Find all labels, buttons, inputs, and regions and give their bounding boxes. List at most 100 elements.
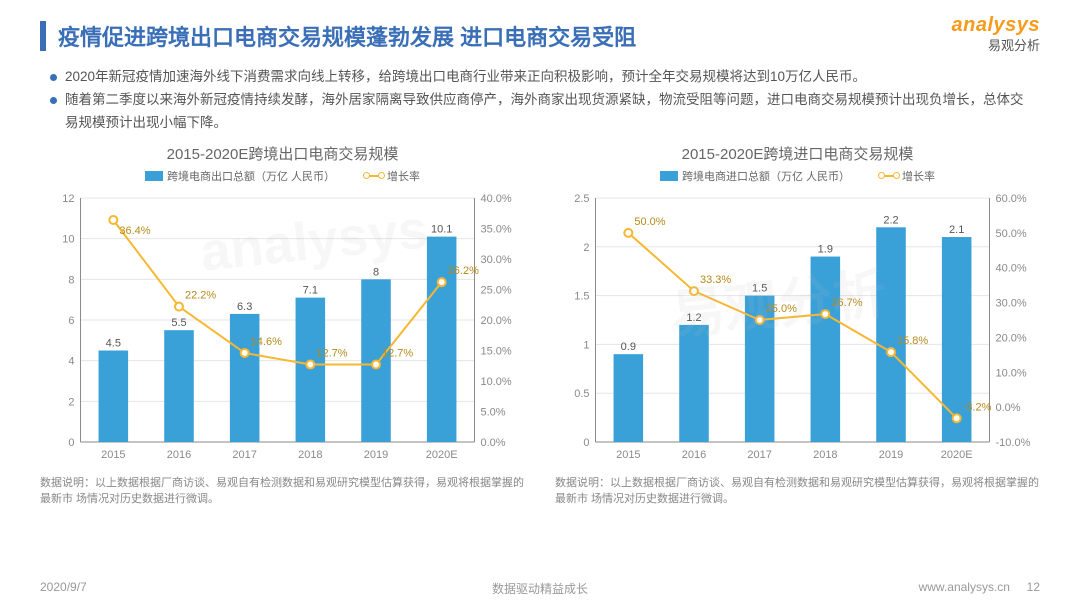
svg-text:1.5: 1.5 [752,282,767,294]
legend-line-swatch [880,175,898,177]
bullet-item: 随着第二季度以来海外新冠疫情持续发酵，海外居家隔离导致供应商停产，海外商家出现货… [50,89,1030,135]
svg-text:-3.2%: -3.2% [963,401,992,413]
svg-text:26.2%: 26.2% [448,265,479,277]
legend-bar-item: 跨境电商进口总额（万亿 人民币） [660,168,850,184]
svg-text:10.0%: 10.0% [481,376,512,388]
svg-text:2020E: 2020E [426,449,458,461]
bullet-dot-icon [50,74,57,81]
legend-bar-item: 跨境电商出口总额（万亿 人民币） [145,168,335,184]
export-chart-svg: 0 2 4 6 8 10 12 0.0% 5.0% 10.0% 15.0% 20.0% 25.0% 30.… [40,188,525,468]
footer-link[interactable]: www.analysys.cn [919,580,1010,594]
svg-text:1.2: 1.2 [686,312,701,324]
svg-text:2: 2 [68,396,74,408]
svg-text:2016: 2016 [167,449,191,461]
svg-text:8: 8 [68,274,74,286]
svg-text:2019: 2019 [364,449,388,461]
svg-text:6: 6 [68,315,74,327]
svg-text:0.5: 0.5 [574,388,589,400]
legend-bar-swatch [660,171,678,181]
import-chart-box: 2015-2020E跨境进口电商交易规模 跨境电商进口总额（万亿 人民币） 增长… [555,143,1040,508]
svg-text:22.2%: 22.2% [185,289,216,301]
bullet-text: 2020年新冠疫情加速海外线下消费需求向线上转移，给跨境出口电商行业带来正向积极… [65,66,866,89]
svg-text:50.0%: 50.0% [634,216,665,228]
svg-text:1.9: 1.9 [818,243,833,255]
svg-text:12.7%: 12.7% [382,347,413,359]
legend-line-label: 增长率 [387,168,420,184]
legend-bar-swatch [145,171,163,181]
svg-text:4.5: 4.5 [106,337,121,349]
svg-text:2.1: 2.1 [949,224,964,236]
slide: analysys 易观分析 疫情促进跨境出口电商交易规模蓬勃发展 进口电商交易受… [0,0,1080,608]
svg-text:12: 12 [62,193,74,205]
svg-text:2018: 2018 [298,449,322,461]
svg-text:15.0%: 15.0% [481,345,512,357]
svg-text:0.9: 0.9 [621,341,636,353]
svg-text:8: 8 [373,266,379,278]
legend-bar-label: 跨境电商进口总额（万亿 人民币） [682,168,850,184]
svg-text:26.7%: 26.7% [831,297,862,309]
svg-text:15.8%: 15.8% [897,335,928,347]
bullet-text: 随着第二季度以来海外新冠疫情持续发酵，海外居家隔离导致供应商停产，海外商家出现货… [65,89,1030,135]
svg-text:-10.0%: -10.0% [996,437,1031,449]
svg-text:7.1: 7.1 [303,284,318,296]
svg-text:14.6%: 14.6% [251,336,282,348]
svg-text:5.5: 5.5 [171,317,186,329]
export-chart-box: 2015-2020E跨境出口电商交易规模 跨境电商出口总额（万亿 人民币） 增长… [40,143,525,508]
export-chart-title: 2015-2020E跨境出口电商交易规模 [40,143,525,164]
legend-line-swatch [365,175,383,177]
legend-line-label: 增长率 [902,168,935,184]
page-title: 疫情促进跨境出口电商交易规模蓬勃发展 进口电商交易受阻 [58,20,636,52]
svg-text:2: 2 [583,242,589,254]
svg-text:35.0%: 35.0% [481,223,512,235]
logo-text-en: analysys [951,14,1040,37]
legend-bar-label: 跨境电商出口总额（万亿 人民币） [167,168,335,184]
svg-text:0: 0 [583,437,589,449]
export-legend: 跨境电商出口总额（万亿 人民币） 增长率 [40,168,525,184]
svg-text:1.5: 1.5 [574,290,589,302]
svg-text:2018: 2018 [813,449,837,461]
svg-text:2017: 2017 [232,449,256,461]
legend-line-item: 增长率 [365,168,420,184]
svg-text:60.0%: 60.0% [996,193,1027,205]
svg-text:36.4%: 36.4% [119,225,150,237]
svg-text:20.0%: 20.0% [481,315,512,327]
svg-text:25.0%: 25.0% [766,303,797,315]
svg-text:4: 4 [68,355,74,367]
svg-text:10.0%: 10.0% [996,367,1027,379]
svg-text:10: 10 [62,233,74,245]
import-chart-svg: 00.511.522.5-10.0%0.0%10.0%20.0%30.0%40.… [555,188,1040,468]
import-chart-note: 数据说明：以上数据根据厂商访谈、易观自有检测数据和易观研究模型估算获得，易观将根… [555,475,1040,508]
svg-text:2016: 2016 [682,449,706,461]
svg-text:30.0%: 30.0% [481,254,512,266]
svg-text:2020E: 2020E [941,449,973,461]
footer-right: www.analysys.cn 12 [919,580,1040,594]
svg-text:40.0%: 40.0% [481,193,512,205]
svg-text:33.3%: 33.3% [700,274,731,286]
svg-text:2.5: 2.5 [574,193,589,205]
footer-date: 2020/9/7 [40,580,87,594]
svg-text:2.2: 2.2 [883,214,898,226]
svg-text:0.0%: 0.0% [481,437,506,449]
bullet-dot-icon [50,97,57,104]
svg-text:5.0%: 5.0% [481,406,506,418]
export-chart-note: 数据说明：以上数据根据厂商访谈、易观自有检测数据和易观研究模型估算获得，易观将根… [40,475,525,508]
title-row: 疫情促进跨境出口电商交易规模蓬勃发展 进口电商交易受阻 [40,20,1040,52]
svg-text:0.0%: 0.0% [996,402,1021,414]
svg-text:0: 0 [68,437,74,449]
svg-text:1: 1 [583,339,589,351]
svg-text:2017: 2017 [747,449,771,461]
svg-text:30.0%: 30.0% [996,297,1027,309]
logo-text-zh: 易观分析 [951,35,1040,54]
bullet-list: 2020年新冠疫情加速海外线下消费需求向线上转移，给跨境出口电商行业带来正向积极… [50,66,1030,135]
svg-text:10.1: 10.1 [431,223,452,235]
svg-text:40.0%: 40.0% [996,263,1027,275]
svg-text:12.7%: 12.7% [316,347,347,359]
legend-line-item: 增长率 [880,168,935,184]
brand-logo: analysys 易观分析 [951,14,1040,54]
svg-text:25.0%: 25.0% [481,284,512,296]
svg-text:2015: 2015 [101,449,125,461]
title-accent-bar [40,21,46,51]
svg-text:2019: 2019 [879,449,903,461]
svg-text:50.0%: 50.0% [996,228,1027,240]
charts-row: 2015-2020E跨境出口电商交易规模 跨境电商出口总额（万亿 人民币） 增长… [40,143,1040,508]
